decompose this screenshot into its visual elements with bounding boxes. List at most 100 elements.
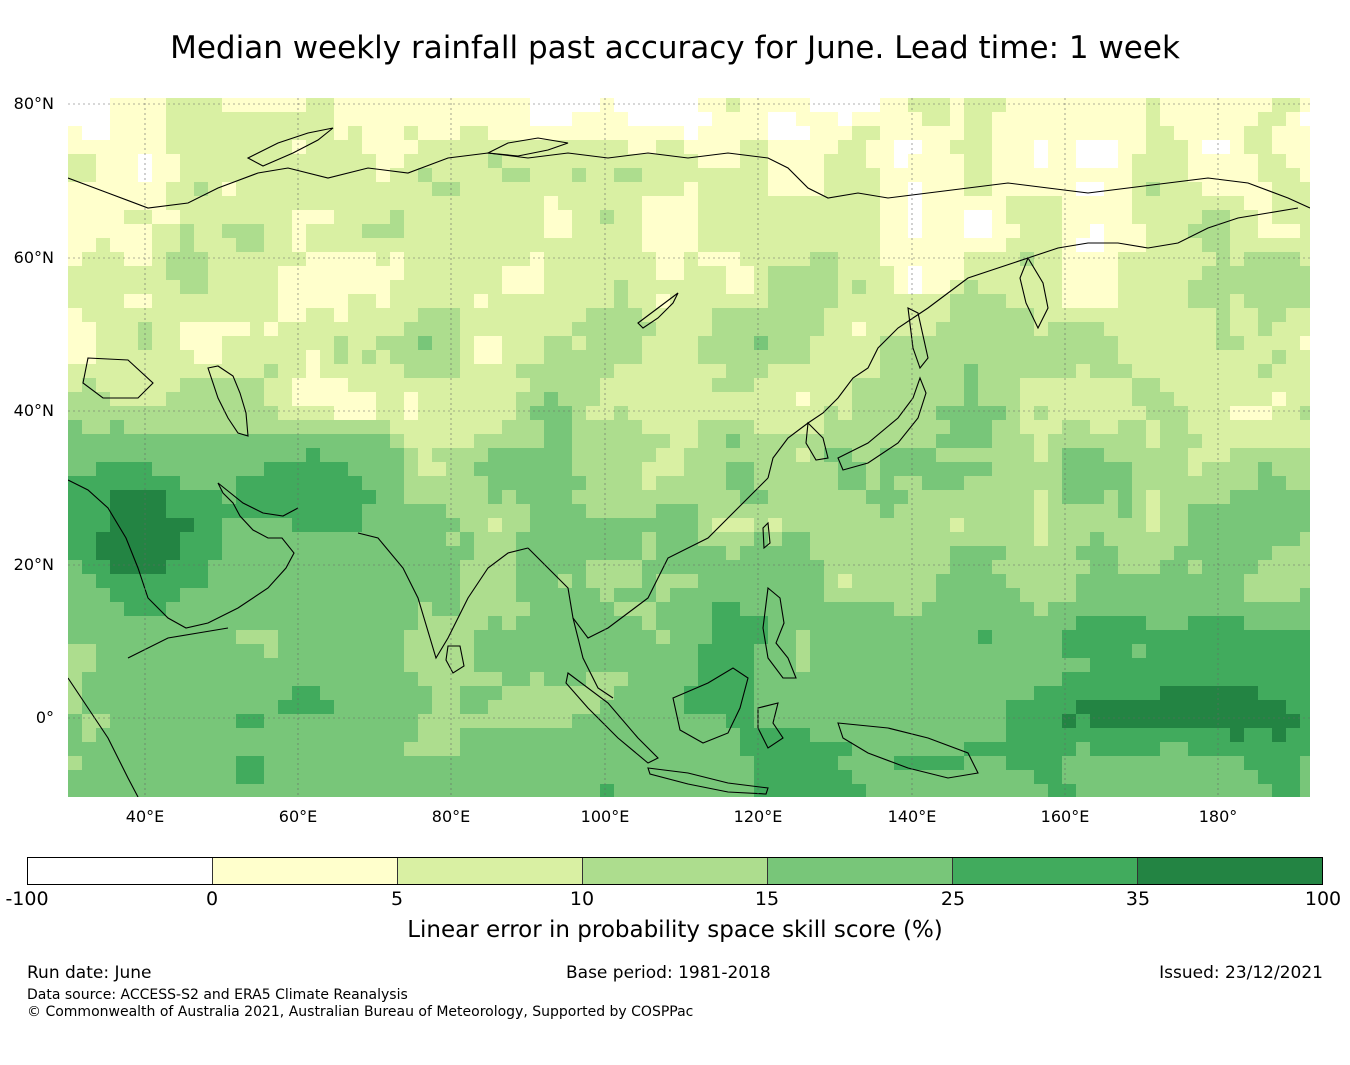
skill-cell xyxy=(740,756,755,771)
skill-cell xyxy=(348,588,363,603)
skill-cell xyxy=(250,252,265,267)
skill-cell xyxy=(502,126,517,141)
skill-cell xyxy=(502,560,517,575)
skill-cell xyxy=(810,266,825,281)
skill-cell xyxy=(152,588,167,603)
skill-cell xyxy=(880,196,895,211)
skill-cell xyxy=(586,756,601,771)
skill-cell xyxy=(1230,112,1245,127)
skill-cell xyxy=(936,532,951,547)
skill-cell xyxy=(908,154,923,169)
skill-cell xyxy=(1160,182,1175,197)
skill-cell xyxy=(1034,434,1049,449)
skill-cell xyxy=(894,196,909,211)
skill-cell xyxy=(712,350,727,365)
skill-cell xyxy=(1174,224,1189,239)
skill-cell xyxy=(110,714,125,729)
skill-cell xyxy=(306,616,321,631)
skill-cell xyxy=(712,658,727,673)
skill-cell xyxy=(460,476,475,491)
skill-cell xyxy=(558,350,573,365)
skill-cell xyxy=(838,574,853,589)
skill-cell xyxy=(1146,168,1161,183)
lon-label-120e: 120°E xyxy=(733,807,783,826)
skill-cell xyxy=(796,630,811,645)
skill-cell xyxy=(712,504,727,519)
skill-cell xyxy=(404,252,419,267)
skill-cell xyxy=(264,434,279,449)
skill-cell xyxy=(320,434,335,449)
skill-cell xyxy=(558,504,573,519)
skill-cell xyxy=(320,700,335,715)
skill-cell xyxy=(236,336,251,351)
skill-cell xyxy=(1076,616,1091,631)
skill-cell xyxy=(446,560,461,575)
skill-cell xyxy=(1020,588,1035,603)
skill-cell xyxy=(82,350,97,365)
skill-cell xyxy=(712,532,727,547)
skill-cell xyxy=(824,182,839,197)
skill-cell xyxy=(768,210,783,225)
skill-cell xyxy=(1300,658,1310,673)
skill-cell xyxy=(684,546,699,561)
skill-cell xyxy=(180,574,195,589)
skill-cell xyxy=(194,728,209,743)
skill-cell xyxy=(1076,196,1091,211)
skill-cell xyxy=(474,350,489,365)
skill-cell xyxy=(628,280,643,295)
skill-cell xyxy=(698,126,713,141)
lon-label-40e: 40°E xyxy=(125,807,165,826)
skill-cell xyxy=(348,294,363,309)
skill-cell xyxy=(306,518,321,533)
skill-cell xyxy=(614,280,629,295)
skill-cell xyxy=(1048,252,1063,267)
skill-cell xyxy=(460,784,475,797)
skill-cell xyxy=(572,336,587,351)
skill-cell xyxy=(376,756,391,771)
skill-cell xyxy=(866,294,881,309)
skill-cell xyxy=(558,742,573,757)
skill-cell xyxy=(782,532,797,547)
skill-cell xyxy=(642,364,657,379)
skill-cell xyxy=(432,588,447,603)
skill-cell xyxy=(222,714,237,729)
skill-cell xyxy=(1132,672,1147,687)
skill-cell xyxy=(558,476,573,491)
skill-cell xyxy=(68,672,83,687)
skill-cell xyxy=(1104,602,1119,617)
skill-cell xyxy=(796,714,811,729)
skill-cell xyxy=(1132,420,1147,435)
skill-cell xyxy=(768,756,783,771)
skill-cell xyxy=(1020,350,1035,365)
skill-cell xyxy=(1062,756,1077,771)
skill-cell xyxy=(376,784,391,797)
skill-cell xyxy=(1230,518,1245,533)
skill-cell xyxy=(614,364,629,379)
skill-cell xyxy=(502,658,517,673)
skill-cell xyxy=(1216,420,1231,435)
skill-cell xyxy=(950,672,965,687)
skill-cell xyxy=(866,588,881,603)
skill-cell xyxy=(362,434,377,449)
skill-cell xyxy=(572,364,587,379)
caspian-sea xyxy=(207,365,249,437)
skill-cell xyxy=(698,420,713,435)
skill-cell xyxy=(292,728,307,743)
skill-cell xyxy=(768,182,783,197)
skill-cell xyxy=(362,308,377,323)
skill-cell xyxy=(1258,434,1273,449)
skill-cell xyxy=(110,448,125,463)
skill-cell xyxy=(166,252,181,267)
skill-cell xyxy=(1146,588,1161,603)
skill-cell xyxy=(992,252,1007,267)
skill-cell xyxy=(726,504,741,519)
skill-cell xyxy=(726,322,741,337)
skill-cell xyxy=(586,406,601,421)
skill-cell xyxy=(978,168,993,183)
skill-cell xyxy=(166,532,181,547)
skill-cell xyxy=(950,406,965,421)
skill-cell xyxy=(180,630,195,645)
skill-cell xyxy=(684,756,699,771)
skill-cell xyxy=(418,364,433,379)
skill-cell xyxy=(768,434,783,449)
